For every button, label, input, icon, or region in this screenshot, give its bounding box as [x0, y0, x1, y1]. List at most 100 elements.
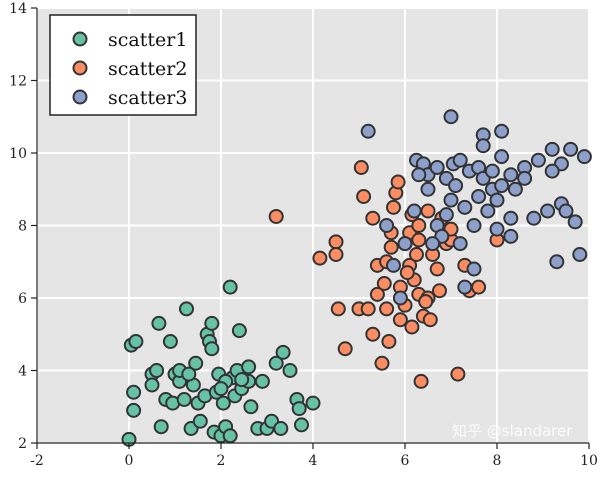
- point-scatter2: [379, 301, 395, 317]
- point-scatter2: [471, 279, 487, 295]
- point-scatter2: [390, 174, 406, 190]
- point-scatter2: [418, 294, 434, 310]
- point-scatter2: [374, 355, 390, 371]
- legend-label-scatter2: scatter2: [108, 58, 187, 80]
- point-scatter3: [489, 192, 505, 208]
- point-scatter3: [480, 203, 496, 219]
- point-scatter3: [503, 210, 519, 226]
- x-tick-label: 8: [493, 453, 502, 469]
- point-scatter3: [411, 167, 427, 183]
- point-scatter2: [422, 312, 438, 328]
- point-scatter3: [452, 152, 468, 168]
- point-scatter3: [544, 163, 560, 179]
- point-scatter2: [450, 366, 466, 382]
- x-tick-label: 10: [580, 453, 598, 469]
- point-scatter1: [151, 315, 167, 331]
- point-scatter3: [425, 236, 441, 252]
- point-scatter3: [443, 109, 459, 125]
- point-scatter1: [282, 363, 298, 378]
- point-scatter1: [162, 334, 178, 349]
- point-scatter2: [404, 319, 420, 335]
- point-scatter3: [507, 181, 523, 197]
- point-scatter2: [392, 312, 408, 328]
- legend-marker-scatter2: [72, 60, 88, 76]
- legend-marker-scatter1: [72, 31, 88, 47]
- point-scatter1: [204, 315, 220, 331]
- point-scatter2: [429, 261, 445, 277]
- legend-label-scatter1: scatter1: [108, 29, 187, 51]
- point-scatter3: [503, 228, 519, 244]
- point-scatter3: [457, 279, 473, 295]
- point-scatter3: [471, 189, 487, 204]
- point-scatter2: [356, 189, 372, 204]
- point-scatter1: [268, 355, 284, 371]
- point-scatter1: [213, 381, 229, 397]
- y-tick-label: 10: [9, 146, 27, 162]
- point-scatter2: [330, 301, 346, 317]
- point-scatter3: [420, 181, 436, 197]
- y-tick-label: 14: [9, 1, 27, 17]
- point-scatter1: [243, 399, 259, 415]
- legend-label-scatter3: scatter3: [108, 87, 187, 109]
- y-tick-label: 2: [18, 436, 27, 452]
- point-scatter3: [452, 236, 468, 252]
- point-scatter1: [294, 417, 309, 433]
- x-tick-label: 4: [309, 453, 318, 469]
- point-scatter2: [420, 203, 436, 219]
- point-scatter1: [192, 413, 208, 429]
- point-scatter2: [411, 232, 427, 248]
- point-scatter3: [443, 192, 459, 208]
- point-scatter2: [376, 276, 392, 291]
- x-tick-label: 6: [401, 453, 410, 469]
- point-scatter2: [411, 218, 427, 233]
- point-scatter1: [275, 344, 291, 360]
- point-scatter2: [381, 334, 397, 349]
- point-scatter3: [567, 214, 583, 230]
- y-tick-label: 4: [18, 364, 27, 380]
- point-scatter2: [328, 247, 344, 262]
- point-scatter1: [126, 384, 142, 400]
- point-scatter1: [234, 372, 250, 388]
- axes: -2 0 2 4 6 8 10 2 4 6 8 10 12 14: [9, 1, 598, 469]
- point-scatter2: [268, 208, 284, 224]
- point-scatter3: [429, 160, 445, 175]
- legend-marker-scatter3: [72, 89, 88, 105]
- watermark: 知乎 @slandarer: [452, 422, 573, 440]
- point-scatter3: [572, 247, 588, 262]
- point-scatter3: [392, 290, 408, 306]
- point-scatter2: [413, 373, 429, 389]
- points-layer: [121, 109, 592, 447]
- point-scatter1: [181, 366, 197, 382]
- point-scatter2: [365, 210, 381, 226]
- point-scatter2: [337, 341, 353, 357]
- point-scatter1: [126, 402, 142, 418]
- point-scatter3: [406, 203, 422, 219]
- point-scatter1: [144, 377, 160, 393]
- x-tick-label: 0: [125, 453, 134, 469]
- x-tick-label: -2: [30, 453, 44, 469]
- point-scatter2: [409, 247, 424, 262]
- point-scatter1: [231, 323, 247, 339]
- point-scatter3: [494, 149, 510, 165]
- point-scatter3: [558, 203, 574, 219]
- point-scatter2: [353, 160, 369, 175]
- point-scatter1: [215, 395, 231, 411]
- point-scatter2: [383, 239, 399, 255]
- point-scatter3: [379, 218, 395, 233]
- point-scatter3: [503, 167, 519, 183]
- point-scatter2: [312, 250, 328, 266]
- point-scatter1: [291, 401, 307, 417]
- point-scatter1: [179, 301, 194, 317]
- point-scatter3: [530, 152, 546, 168]
- point-scatter2: [328, 234, 344, 250]
- point-scatter1: [254, 373, 270, 389]
- point-scatter3: [494, 123, 510, 139]
- point-scatter2: [386, 199, 401, 215]
- point-scatter1: [305, 395, 321, 411]
- point-scatter2: [432, 283, 447, 299]
- point-scatter3: [563, 141, 579, 157]
- point-scatter3: [517, 170, 533, 186]
- x-tick-label: 2: [217, 453, 226, 469]
- point-scatter1: [176, 392, 192, 407]
